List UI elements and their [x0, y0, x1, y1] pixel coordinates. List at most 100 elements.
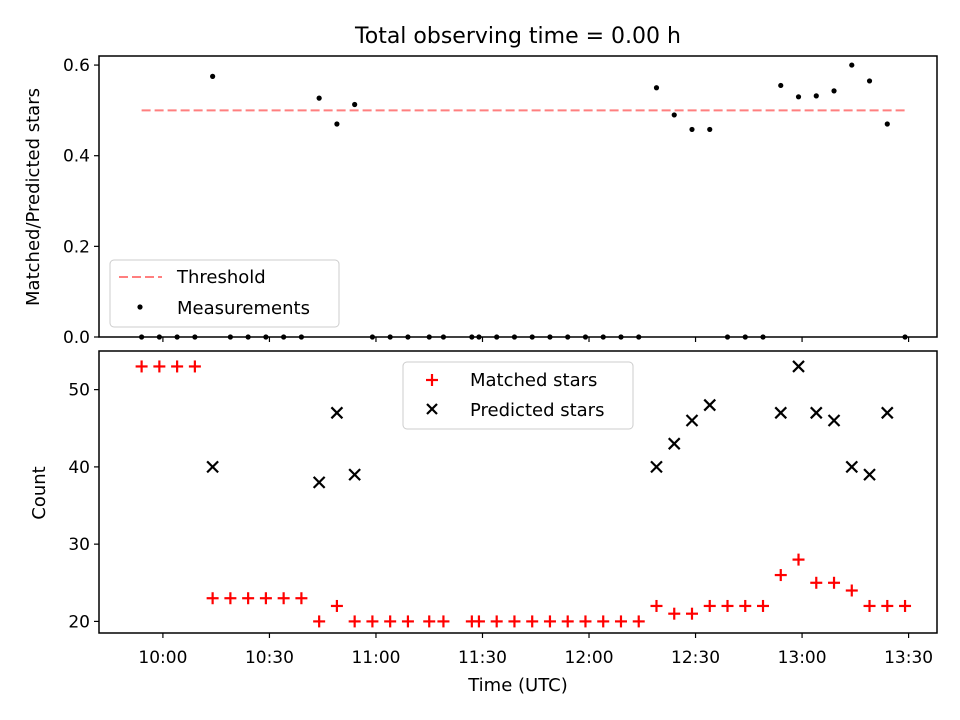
matched-stars-marker: [863, 599, 876, 612]
predicted-stars-marker-b: [685, 414, 699, 427]
predicted-stars-marker: [667, 437, 681, 450]
matched-stars-marker: [330, 599, 343, 612]
top-y-axis-label: Matched/Predicted stars: [23, 88, 44, 306]
measurement-point: [866, 78, 873, 84]
predicted-stars-marker: [792, 360, 805, 373]
matched-stars-marker: [685, 607, 698, 620]
matched-stars-marker: [171, 360, 184, 373]
matched-stars-marker: [543, 615, 556, 628]
bottom-x-axis: 10:00 10:30 11:00 11:30 12:00 12:30 13:00 13:30: [138, 633, 933, 668]
predicted-stars-marker: [685, 414, 699, 427]
top-y-tick-label: 0.2: [63, 237, 90, 257]
x-axis-label: Time (UTC): [467, 675, 568, 696]
top-y-axis: 0.0 0.2 0.4 0.6: [63, 56, 99, 348]
predicted-stars-marker-b: [667, 437, 681, 450]
predicted-stars-marker-b: [703, 398, 717, 412]
predicted-stars-marker-b: [845, 460, 859, 474]
matched-stars-marker: [188, 360, 201, 373]
matched-stars-marker: [437, 615, 450, 628]
top-y-tick-label: 0.0: [63, 328, 90, 348]
matched-stars-marker: [384, 615, 397, 628]
predicted-stars-marker: [650, 460, 663, 474]
matched-stars-marker: [135, 360, 148, 373]
top-legend: Threshold Measurements: [109, 259, 340, 328]
measurement-point: [778, 82, 784, 89]
bottom-y-tick-label: 40: [68, 458, 90, 478]
matched-stars-marker: [526, 615, 539, 628]
matched-stars-marker: [668, 607, 681, 620]
legend-threshold-label: Threshold: [176, 267, 266, 288]
bottom-panel-plot-area: [135, 360, 912, 628]
top-panel-frame: [98, 55, 938, 338]
matched-stars-marker: [757, 599, 770, 612]
predicted-stars-marker-b: [312, 476, 326, 489]
x-tick-label: 13:30: [884, 648, 933, 668]
bottom-legend-box: [402, 361, 634, 430]
x-tick-label: 12:00: [565, 648, 614, 668]
predicted-stars-marker-b: [827, 414, 841, 427]
predicted-stars-marker: [863, 468, 876, 481]
matched-stars-marker: [508, 615, 521, 628]
predicted-stars-marker-b: [881, 406, 894, 420]
measurement-point: [671, 112, 677, 118]
measurement-point: [707, 126, 713, 133]
matched-stars-marker: [561, 615, 574, 628]
matched-stars-marker: [721, 599, 734, 612]
matched-stars-marker: [313, 615, 326, 628]
matched-stars-marker: [206, 592, 219, 605]
matched-stars-marker: [774, 569, 787, 582]
predicted-stars-marker-b: [330, 406, 344, 420]
matched-stars-marker: [650, 599, 663, 612]
matched-stars-marker: [366, 615, 379, 628]
predicted-stars-marker: [703, 398, 717, 412]
matched-stars-marker: [597, 615, 610, 628]
predicted-stars-marker: [312, 476, 326, 489]
matched-stars-marker: [277, 592, 290, 605]
bottom-y-tick-label: 20: [68, 612, 90, 632]
predicted-stars-marker: [330, 406, 344, 420]
measurement-point: [210, 73, 216, 79]
predicted-stars-marker-b: [863, 468, 876, 481]
matched-stars-marker: [881, 599, 894, 612]
top-y-tick-label: 0.4: [63, 147, 90, 167]
x-tick-label: 12:30: [671, 648, 720, 668]
predicted-stars-marker-b: [774, 406, 788, 420]
matched-stars-marker: [792, 553, 805, 566]
predicted-stars-marker-b: [650, 460, 663, 474]
legend-measurements-swatch: [137, 304, 143, 310]
matched-stars-marker: [423, 615, 436, 628]
bottom-y-tick-label: 50: [68, 381, 90, 401]
predicted-stars-marker-b: [792, 360, 805, 373]
matched-stars-marker: [224, 592, 237, 605]
legend-predicted-swatch: [426, 403, 438, 415]
predicted-stars-marker: [845, 460, 859, 474]
matched-stars-marker: [490, 615, 503, 628]
x-tick-label: 13:00: [778, 648, 827, 668]
legend-matched-label: Matched stars: [470, 370, 597, 391]
matched-stars-marker: [242, 592, 255, 605]
x-tick-label: 11:30: [458, 648, 507, 668]
legend-matched-swatch: [426, 374, 438, 386]
measurement-point: [884, 121, 890, 127]
matched-stars-marker: [579, 615, 592, 628]
measurement-point: [795, 94, 802, 100]
predicted-stars-marker: [809, 406, 823, 420]
measurement-point: [689, 126, 695, 133]
matched-stars-marker: [614, 615, 627, 628]
matched-stars-marker: [153, 360, 166, 373]
matched-stars-marker: [632, 615, 645, 628]
matched-stars-marker: [401, 615, 414, 628]
matched-stars-marker: [703, 599, 716, 612]
matched-stars-marker: [295, 592, 308, 605]
bottom-y-axis: 20 30 40 50: [68, 381, 99, 632]
predicted-stars-marker-b: [809, 406, 823, 420]
predicted-stars-marker: [881, 406, 894, 420]
measurement-point: [653, 85, 660, 91]
matched-stars-marker: [810, 576, 823, 589]
predicted-stars-marker: [206, 460, 219, 474]
bottom-panel-frame: [98, 350, 938, 634]
bottom-y-tick-label: 30: [68, 535, 90, 555]
chart-title: Total observing time = 0.00 h: [354, 24, 681, 49]
bottom-legend: Matched stars Predicted stars: [402, 361, 634, 430]
